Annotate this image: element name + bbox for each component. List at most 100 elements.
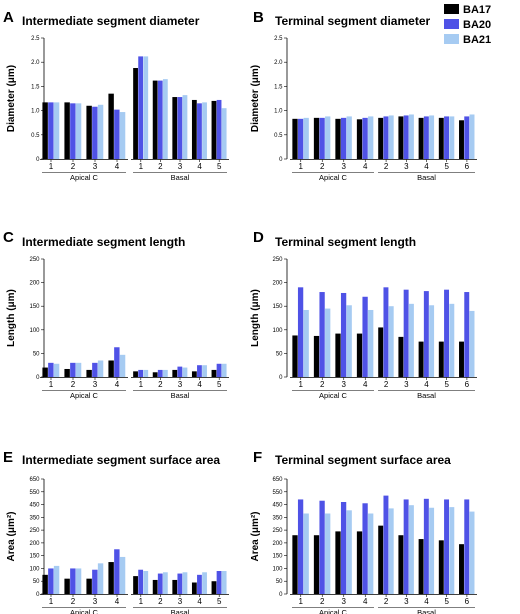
bar-ba21 [53,102,60,159]
bar-ba17 [86,105,92,159]
bar-ba20 [48,568,54,594]
chart-title: Terminal segment surface area [275,453,451,467]
y-axis-label: Area (μm²) [250,511,261,561]
y-tick-label: 100 [272,328,283,334]
x-tick-label: 2 [320,162,325,171]
bar-ba20 [444,499,450,594]
x-tick-label: 2 [158,162,163,171]
y-tick-label: 200 [272,541,283,547]
y-tick-label: 100 [272,566,283,572]
y-tick-label: 250 [272,528,283,534]
bar-ba17 [418,539,424,594]
x-tick-label: 4 [363,162,368,171]
panel-letter: F [253,449,262,466]
x-tick-label: 2 [384,597,389,606]
y-axis-label: Diameter (μm) [6,65,17,132]
panel-a: A Intermediate segment diameter 0 0.5 1.0 1.5… [3,9,229,182]
x-tick-label: 1 [49,380,54,389]
y-tick-label: 0 [279,375,283,381]
x-tick-label: 3 [178,162,183,171]
bar-ba17 [152,80,158,159]
bar-ba17 [313,535,320,594]
bar-ba20 [48,102,54,159]
bar-ba21 [143,56,149,159]
x-tick-label: 3 [342,162,347,171]
y-tick-label: 100 [29,566,40,572]
group-label: Apical C [319,391,348,400]
y-tick-label: 250 [29,528,40,534]
bar-ba17 [418,341,424,377]
bar-ba21 [221,108,227,159]
bar-ba20 [340,502,347,594]
y-tick-label: 1.0 [31,109,40,115]
bar-ba17 [172,97,178,159]
x-tick-label: 2 [71,380,76,389]
bar-ba20 [383,116,389,159]
bar-ba21 [143,369,149,377]
y-tick-label: 550 [29,490,40,496]
bar-ba17 [172,579,178,594]
x-tick-label: 2 [158,597,163,606]
x-tick-label: 3 [178,380,183,389]
x-tick-label: 4 [115,597,120,606]
legend-label: BA20 [463,19,491,31]
x-tick-label: 5 [217,162,222,171]
bar-ba20 [177,573,183,594]
bar-ba17 [292,535,298,594]
bar-ba21 [162,79,168,159]
bar-ba21 [303,309,309,377]
bar-ba20 [362,296,368,377]
panel-letter: C [3,229,14,246]
bar-ba20 [403,289,409,377]
bar-ba17 [211,369,217,377]
panel-c: C Intermediate segment length 0 50 100 150 200… [3,229,229,400]
group-label: Apical C [319,173,348,182]
y-tick-label: 0 [279,157,283,163]
bar-ba20 [403,499,409,594]
group-label: Basal [417,391,436,400]
chart-title: Intermediate segment diameter [22,14,200,28]
y-tick-label: 350 [272,515,283,521]
bar-ba17 [42,102,48,159]
bar-ba20 [383,495,389,594]
y-tick-label: 1.5 [31,84,40,90]
x-tick-label: 4 [197,597,202,606]
bar-ba21 [182,572,188,594]
x-tick-label: 3 [93,380,98,389]
y-tick-label: 200 [29,541,40,547]
bar-ba17 [108,562,114,594]
x-tick-label: 2 [320,380,325,389]
bar-ba20 [297,287,304,377]
x-tick-label: 3 [342,597,347,606]
y-tick-label: 450 [272,503,283,509]
bar-ba20 [297,118,304,159]
bar-ba17 [438,117,444,159]
bar-ba21 [325,308,331,377]
x-tick-label: 1 [139,162,144,171]
bar-ba20 [114,347,120,377]
bar-ba21 [97,104,104,159]
x-tick-label: 1 [299,380,304,389]
group-label: Basal [171,391,190,400]
bar-ba21 [388,508,394,594]
x-tick-label: 6 [465,597,470,606]
y-tick-label: 0 [279,592,283,598]
bar-ba21 [53,565,60,594]
bar-ba21 [449,507,455,594]
bar-ba21 [429,305,435,377]
bar-ba17 [64,368,70,377]
panel-letter: A [3,9,14,26]
bar-ba21 [408,114,414,159]
bar-ba17 [191,582,197,594]
bar-ba20 [197,103,202,159]
y-tick-label: 1.5 [274,84,283,90]
y-tick-label: 250 [29,257,40,263]
bar-ba21 [368,513,374,594]
bar-ba20 [114,549,120,594]
bar-ba17 [356,531,363,594]
group-label: Apical C [319,608,348,614]
bar-ba21 [202,102,207,159]
bar-ba17 [64,102,70,159]
bar-ba17 [335,333,341,377]
